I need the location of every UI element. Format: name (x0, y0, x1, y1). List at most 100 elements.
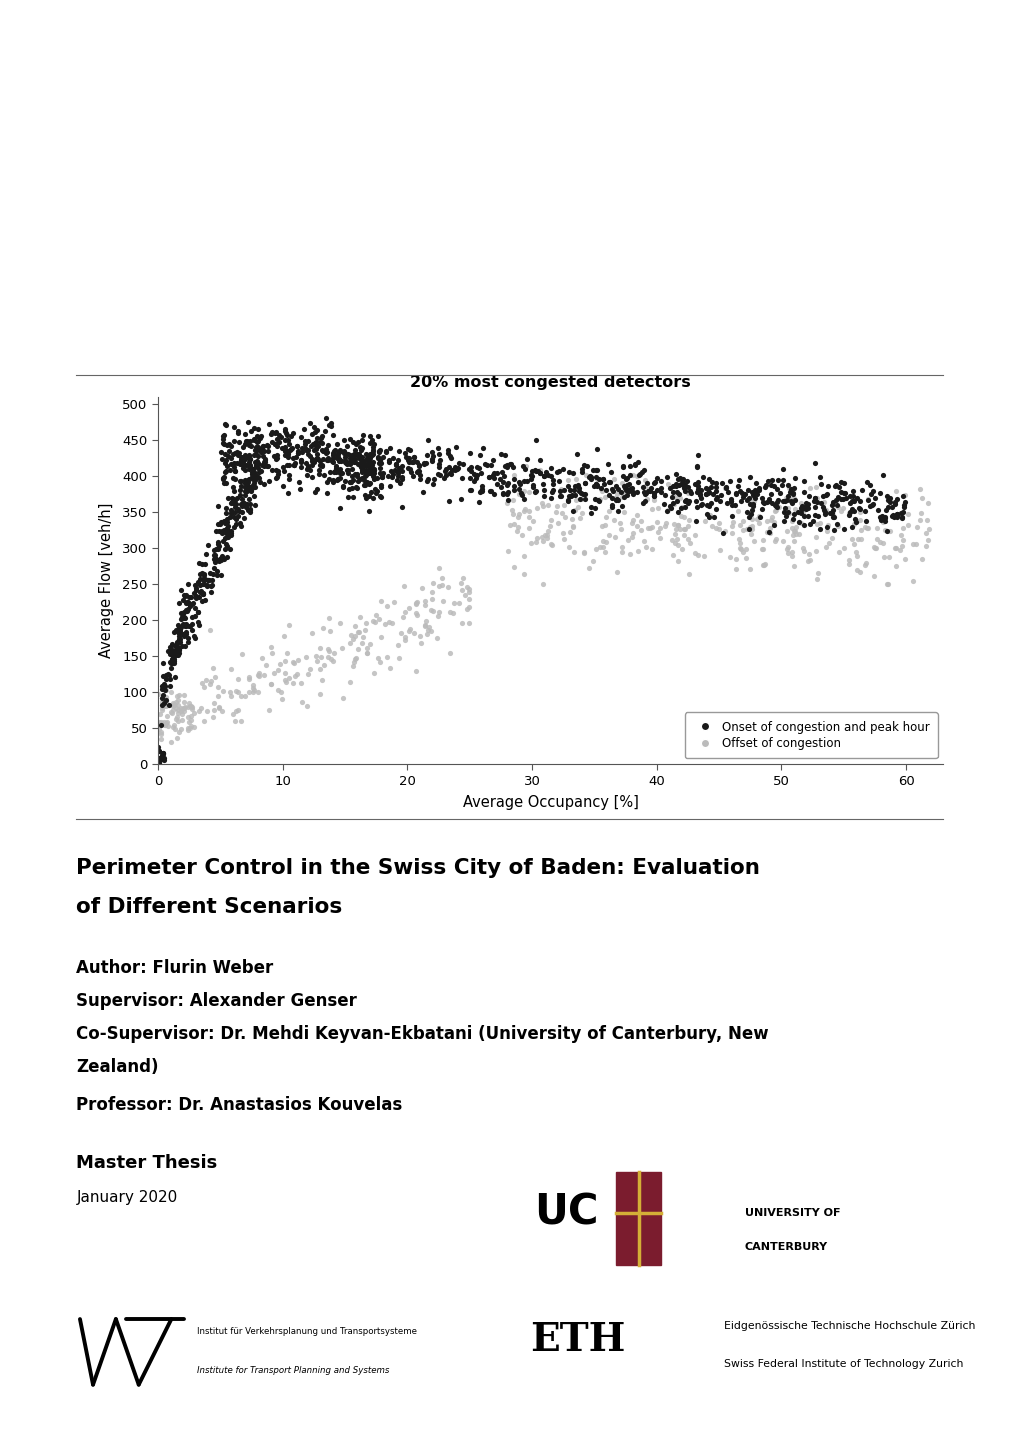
Point (220, 444, 236, 467)
Point (260, 412, 276, 435)
Point (352, 467, 368, 490)
Point (345, 443, 362, 466)
Point (177, 634, 194, 658)
Point (559, 487, 576, 510)
Point (275, 459, 291, 482)
Point (286, 665, 303, 688)
Point (177, 614, 194, 637)
Point (238, 480, 255, 503)
Point (621, 454, 637, 477)
Point (281, 438, 298, 461)
Point (248, 454, 264, 477)
Point (747, 482, 763, 505)
Point (250, 663, 266, 686)
Point (236, 469, 253, 492)
Point (210, 532, 226, 555)
Point (828, 495, 845, 518)
Point (389, 448, 406, 472)
Point (365, 438, 381, 461)
Point (795, 513, 811, 536)
Point (859, 487, 875, 510)
Point (264, 642, 280, 665)
Point (177, 613, 194, 636)
Point (618, 467, 634, 490)
Point (337, 470, 354, 493)
Point (406, 446, 422, 469)
Point (165, 652, 181, 675)
Point (208, 538, 224, 561)
Point (150, 682, 166, 705)
Point (236, 472, 253, 495)
Point (581, 464, 597, 487)
Point (299, 463, 315, 486)
Point (187, 587, 204, 610)
Point (416, 453, 432, 476)
Point (765, 510, 782, 534)
Point (240, 487, 257, 510)
Point (242, 492, 258, 515)
Point (213, 547, 229, 570)
Point (347, 476, 364, 499)
Point (164, 643, 180, 666)
Point (845, 490, 861, 513)
Point (559, 474, 576, 497)
Point (871, 505, 888, 528)
Point (511, 482, 527, 505)
Point (453, 467, 470, 490)
Point (439, 438, 455, 461)
Point (645, 485, 661, 508)
Point (223, 453, 239, 476)
Point (613, 535, 630, 558)
Point (480, 466, 496, 489)
Point (229, 668, 246, 691)
FancyBboxPatch shape (615, 1172, 660, 1265)
Point (864, 492, 880, 515)
Point (446, 459, 463, 482)
Point (292, 456, 309, 479)
Point (166, 634, 182, 658)
Point (223, 519, 239, 542)
Point (276, 662, 292, 685)
Point (613, 486, 630, 509)
Point (622, 477, 638, 500)
Point (152, 702, 168, 725)
Point (362, 425, 378, 448)
Point (284, 672, 301, 695)
Point (785, 486, 801, 509)
Point (270, 424, 286, 447)
Point (168, 691, 184, 714)
Point (411, 624, 427, 647)
Point (325, 460, 341, 483)
Point (173, 634, 190, 658)
Point (808, 490, 824, 513)
Point (186, 626, 203, 649)
Point (508, 521, 525, 544)
Point (777, 538, 794, 561)
Point (606, 525, 623, 548)
Point (403, 460, 419, 483)
Point (875, 547, 892, 570)
Point (589, 473, 605, 496)
Point (364, 443, 380, 466)
Point (593, 480, 609, 503)
Point (342, 450, 359, 473)
Point (352, 447, 368, 470)
Point (821, 502, 838, 525)
Point (230, 497, 247, 521)
Point (481, 466, 497, 489)
Point (312, 431, 328, 454)
Point (576, 472, 592, 495)
Point (244, 460, 260, 483)
Point (548, 500, 565, 523)
Point (151, 718, 167, 741)
Point (496, 443, 513, 466)
Point (346, 614, 363, 637)
Point (841, 500, 857, 523)
Point (735, 541, 751, 564)
Point (354, 437, 370, 460)
Point (461, 596, 477, 619)
Point (321, 620, 337, 643)
Point (732, 489, 748, 512)
Point (151, 751, 167, 774)
Point (172, 601, 189, 624)
